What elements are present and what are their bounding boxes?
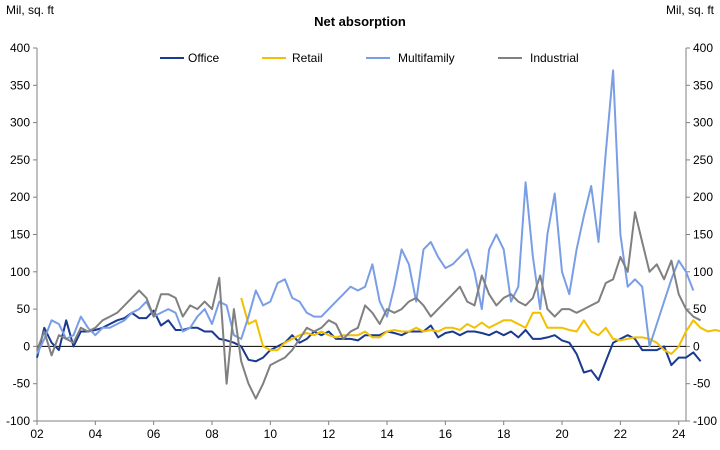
legend-label-multifamily: Multifamily bbox=[398, 51, 455, 65]
x-tick-label: 20 bbox=[555, 427, 569, 441]
x-tick-label: 18 bbox=[497, 427, 511, 441]
y-tick-label-right: 350 bbox=[693, 78, 713, 92]
x-tick-label: 04 bbox=[89, 427, 103, 441]
y-tick-label-left: 100 bbox=[10, 265, 30, 279]
legend-label-retail: Retail bbox=[292, 51, 323, 65]
x-tick-label: 12 bbox=[322, 427, 336, 441]
y-tick-label-left: -100 bbox=[6, 414, 30, 428]
y-axis-unit-right: Mil, sq. ft bbox=[666, 3, 715, 17]
y-tick-label-right: -50 bbox=[693, 377, 711, 391]
x-tick-label: 16 bbox=[439, 427, 453, 441]
y-tick-label-right: 250 bbox=[693, 153, 713, 167]
y-tick-label-left: 250 bbox=[10, 153, 30, 167]
x-tick-label: 24 bbox=[672, 427, 686, 441]
y-tick-label-left: 0 bbox=[23, 339, 30, 353]
y-tick-label-right: 50 bbox=[693, 302, 707, 316]
x-tick-label: 22 bbox=[614, 427, 628, 441]
y-tick-label-left: -50 bbox=[13, 377, 31, 391]
y-tick-label-left: 50 bbox=[17, 302, 31, 316]
chart-title: Net absorption bbox=[314, 14, 406, 29]
legend-label-industrial: Industrial bbox=[530, 51, 579, 65]
y-tick-label-right: 0 bbox=[693, 339, 700, 353]
series-line-retail bbox=[240, 297, 720, 355]
x-tick-label: 08 bbox=[205, 427, 219, 441]
series-line-multifamily bbox=[36, 69, 695, 355]
y-tick-label-right: 200 bbox=[693, 190, 713, 204]
series-line-office bbox=[36, 309, 702, 381]
x-tick-label: 06 bbox=[147, 427, 161, 441]
y-tick-label-right: 150 bbox=[693, 228, 713, 242]
y-tick-label-right: -100 bbox=[693, 414, 717, 428]
y-tick-label-left: 150 bbox=[10, 228, 30, 242]
y-tick-label-right: 400 bbox=[693, 41, 713, 55]
x-tick-label: 10 bbox=[264, 427, 278, 441]
y-tick-label-right: 300 bbox=[693, 116, 713, 130]
y-tick-label-left: 300 bbox=[10, 116, 30, 130]
series-line-industrial bbox=[36, 211, 702, 400]
y-tick-label-left: 400 bbox=[10, 41, 30, 55]
y-axis-unit-left: Mil, sq. ft bbox=[6, 3, 55, 17]
x-tick-label: 02 bbox=[30, 427, 44, 441]
legend-label-office: Office bbox=[188, 51, 219, 65]
x-tick-label: 14 bbox=[380, 427, 394, 441]
y-tick-label-right: 100 bbox=[693, 265, 713, 279]
y-tick-label-left: 350 bbox=[10, 78, 30, 92]
y-tick-label-left: 200 bbox=[10, 190, 30, 204]
